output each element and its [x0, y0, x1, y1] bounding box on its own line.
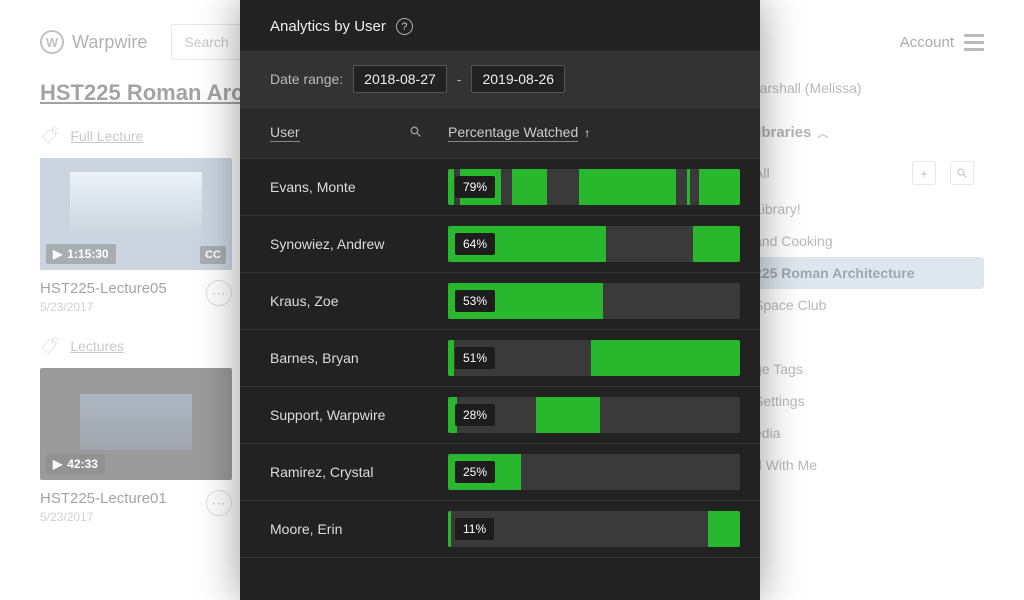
watch-bar-cell: 51%: [436, 340, 760, 376]
pct-label: 11%: [455, 518, 494, 540]
date-from-input[interactable]: 2018-08-27: [353, 65, 447, 93]
help-icon[interactable]: ?: [396, 18, 413, 35]
watch-bar[interactable]: 53%: [448, 283, 740, 319]
col-user-header[interactable]: User: [240, 108, 436, 158]
watch-bar[interactable]: 51%: [448, 340, 740, 376]
table-row: Moore, Erin 11%: [240, 501, 760, 558]
user-name[interactable]: Synowiez, Andrew: [240, 216, 436, 272]
date-range-label: Date range:: [270, 71, 343, 87]
table-row: Kraus, Zoe 53%: [240, 273, 760, 330]
col-user-label: User: [270, 124, 300, 142]
watch-bar[interactable]: 64%: [448, 226, 740, 262]
pct-label: 64%: [455, 233, 495, 255]
date-separator: -: [457, 71, 462, 87]
analytics-modal: Analytics by User ? Date range: 2018-08-…: [240, 0, 760, 600]
date-range-bar: Date range: 2018-08-27 - 2019-08-26: [240, 51, 760, 107]
pct-label: 79%: [455, 176, 495, 198]
table-row: Ramirez, Crystal 25%: [240, 444, 760, 501]
date-to-input[interactable]: 2019-08-26: [471, 65, 565, 93]
user-name[interactable]: Kraus, Zoe: [240, 273, 436, 329]
pct-label: 28%: [455, 404, 495, 426]
watch-bar[interactable]: 25%: [448, 454, 740, 490]
pct-label: 25%: [455, 461, 495, 483]
col-pct-header[interactable]: Percentage Watched ↑: [436, 108, 760, 158]
watch-bar[interactable]: 11%: [448, 511, 740, 547]
watch-bar-cell: 64%: [436, 226, 760, 262]
watch-bar-cell: 53%: [436, 283, 760, 319]
table-row: Evans, Monte 79%: [240, 159, 760, 216]
search-icon[interactable]: [409, 125, 422, 141]
table-row: Support, Warpwire 28%: [240, 387, 760, 444]
modal-title: Analytics by User: [270, 18, 386, 35]
watch-bar-cell: 79%: [436, 169, 760, 205]
modal-title-row: Analytics by User ?: [240, 0, 760, 51]
watch-bar-cell: 25%: [436, 454, 760, 490]
pct-label: 51%: [455, 347, 495, 369]
pct-label: 53%: [455, 290, 495, 312]
watch-bar-cell: 11%: [436, 511, 760, 547]
table-row: Synowiez, Andrew 64%: [240, 216, 760, 273]
sort-asc-icon: ↑: [584, 126, 590, 140]
user-name[interactable]: Evans, Monte: [240, 159, 436, 215]
user-name[interactable]: Moore, Erin: [240, 501, 436, 557]
user-name[interactable]: Support, Warpwire: [240, 387, 436, 443]
watch-bar[interactable]: 79%: [448, 169, 740, 205]
watch-bar[interactable]: 28%: [448, 397, 740, 433]
table-row: Barnes, Bryan 51%: [240, 330, 760, 387]
user-name[interactable]: Barnes, Bryan: [240, 330, 436, 386]
watch-bar-cell: 28%: [436, 397, 760, 433]
analytics-rows: Evans, Monte 79% Synowiez, Andrew 64% Kraus,…: [240, 159, 760, 558]
table-header: User Percentage Watched ↑: [240, 107, 760, 159]
user-name[interactable]: Ramirez, Crystal: [240, 444, 436, 500]
col-pct-label: Percentage Watched: [448, 124, 578, 142]
